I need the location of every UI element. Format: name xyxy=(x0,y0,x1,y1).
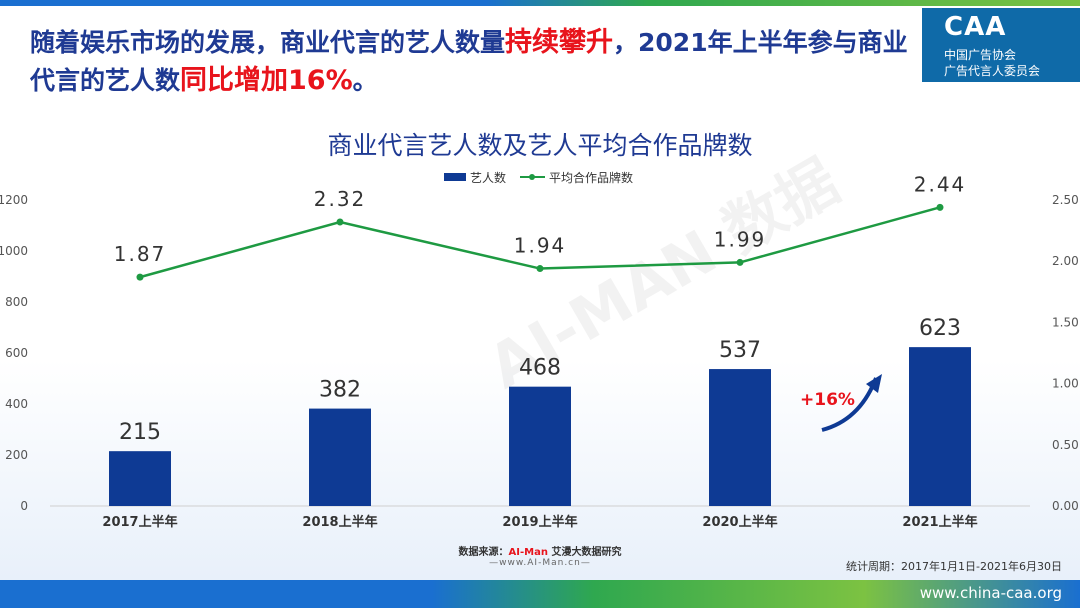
line-value-label: 2.44 xyxy=(914,172,967,196)
headline-text-3: 。 xyxy=(352,66,378,95)
headline-text-1: 随着娱乐市场的发展，商业代言的艺人数量 xyxy=(30,28,506,57)
x-axis-category-label: 2021上半年 xyxy=(902,514,977,530)
source-url: —www.AI-Man.cn— xyxy=(489,558,591,568)
bar-value-label: 537 xyxy=(719,338,761,363)
left-axis-tick-label: 200 xyxy=(5,448,28,462)
left-axis-tick-label: 600 xyxy=(5,346,28,360)
x-axis-category-label: 2020上半年 xyxy=(702,514,777,530)
logo-line-2: 广告代言人委员会 xyxy=(944,64,1041,78)
left-axis-tick-label: 400 xyxy=(5,397,28,411)
bottom-color-bar xyxy=(0,580,1080,608)
bar xyxy=(709,369,771,506)
left-axis-tick-label: 1000 xyxy=(0,244,28,258)
statistics-period: 统计周期：2017年1月1日-2021年6月30日 xyxy=(846,560,1062,573)
legend: 艺人数 平均合作品牌数 xyxy=(444,170,633,185)
line-point xyxy=(736,258,744,266)
left-axis: 0 200 400 600 800 1000 1200 xyxy=(0,193,28,513)
legend-label-bars: 艺人数 xyxy=(470,170,506,185)
x-axis-category-label: 2018上半年 xyxy=(302,514,377,530)
bar xyxy=(509,386,571,506)
left-axis-tick-label: 0 xyxy=(20,499,28,513)
right-axis: 0.00 0.50 1.00 1.50 2.00 2.50 xyxy=(1052,193,1079,513)
line-point xyxy=(936,203,944,211)
line-value-label: 2.32 xyxy=(314,187,367,211)
right-axis-tick-label: 2.00 xyxy=(1052,254,1079,268)
legend-label-line: 平均合作品牌数 xyxy=(549,170,633,185)
growth-annotation: +16% xyxy=(800,390,855,410)
left-axis-tick-label: 1200 xyxy=(0,193,28,207)
line-points xyxy=(136,203,944,281)
data-source: 数据来源：AI-Man 艾漫大数据研究 xyxy=(0,543,1080,558)
bar-series xyxy=(109,347,971,506)
bar-value-label: 382 xyxy=(319,378,361,403)
legend-bar-swatch xyxy=(444,173,466,181)
line-point xyxy=(136,273,144,281)
caa-logo: CAA 中国广告协会 广告代言人委员会 xyxy=(922,8,1080,82)
left-axis-tick-label: 800 xyxy=(5,295,28,309)
x-axis-labels: 2017上半年 2018上半年 2019上半年 2020上半年 2021上半年 xyxy=(102,514,977,530)
headline: 随着娱乐市场的发展，商业代言的艺人数量持续攀升，2021年上半年参与商业代言的艺… xyxy=(30,24,910,100)
bar xyxy=(909,347,971,506)
bar-value-label: 468 xyxy=(519,356,561,381)
bar xyxy=(309,408,371,506)
logo-mark: CAA xyxy=(944,12,1007,42)
website-link[interactable]: www.china-caa.org xyxy=(919,584,1062,602)
x-axis-category-label: 2017上半年 xyxy=(102,514,177,530)
bar-labels: 215 382 468 537 623 xyxy=(119,316,961,445)
line-value-label: 1.99 xyxy=(714,227,767,251)
line-point xyxy=(536,265,544,273)
legend-line-marker xyxy=(529,174,535,180)
headline-highlight-2: 同比增加16% xyxy=(180,65,353,96)
growth-arrow-head-icon xyxy=(866,374,882,393)
bar-value-label: 623 xyxy=(919,316,961,341)
chart-title: 商业代言艺人数及艺人平均合作品牌数 xyxy=(327,131,753,160)
line-point xyxy=(336,218,344,226)
line-value-label: 1.87 xyxy=(114,242,167,266)
bar-value-label: 215 xyxy=(119,420,161,445)
line-labels: 1.87 2.32 1.94 1.99 2.44 xyxy=(114,172,967,266)
right-axis-tick-label: 1.00 xyxy=(1052,377,1079,391)
top-color-bar xyxy=(0,0,1080,6)
logo-line-1: 中国广告协会 xyxy=(944,48,1017,62)
right-axis-tick-label: 0.00 xyxy=(1052,499,1079,513)
headline-text-2: ，2021年上半年参与商业代言的艺人数 xyxy=(30,28,908,95)
line-value-label: 1.94 xyxy=(514,234,567,258)
headline-highlight-1: 持续攀升 xyxy=(505,27,614,58)
source-brand: AI-Man xyxy=(508,547,548,558)
source-rest: 艾漫大数据研究 xyxy=(547,547,622,558)
right-axis-tick-label: 1.50 xyxy=(1052,315,1079,329)
x-axis-category-label: 2019上半年 xyxy=(502,514,577,530)
right-axis-tick-label: 2.50 xyxy=(1052,193,1079,207)
right-axis-tick-label: 0.50 xyxy=(1052,438,1079,452)
bar xyxy=(109,451,171,506)
source-label: 数据来源： xyxy=(458,547,509,558)
